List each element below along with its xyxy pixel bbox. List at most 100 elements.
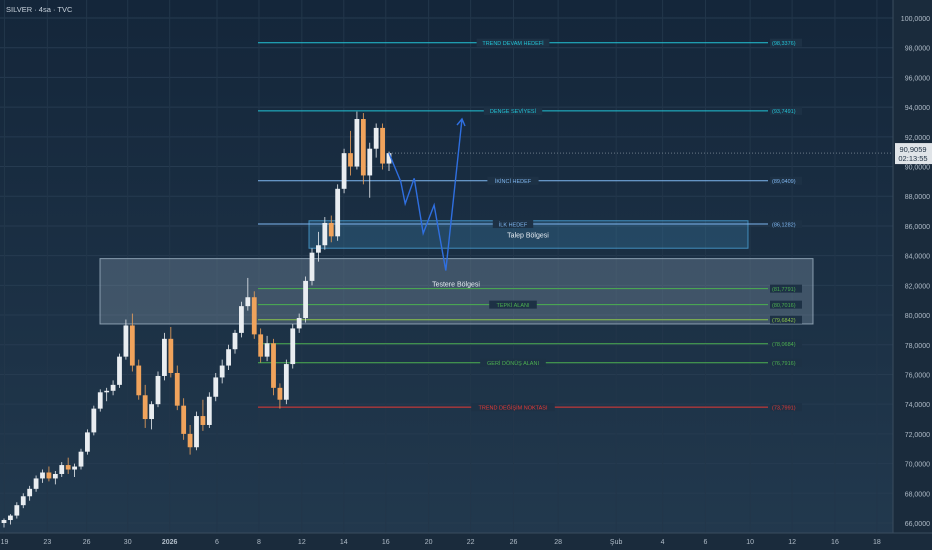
candle-body[interactable] [283,364,289,400]
candle-body[interactable] [373,127,379,149]
candle-body[interactable] [264,343,270,357]
candle-body[interactable] [239,306,244,333]
candle-body[interactable] [129,325,135,366]
candle-body[interactable] [290,328,296,365]
candle-body[interactable] [187,433,193,448]
x-tick-label: 12 [298,539,306,546]
candle-body[interactable] [40,472,45,479]
candle-body[interactable] [303,280,308,319]
x-tick-label: 10 [746,539,754,546]
x-tick-label: 26 [510,539,518,546]
candle-body[interactable] [78,451,84,467]
candle-body[interactable] [162,338,167,376]
zone-label: Testere Bölgesi [432,281,480,288]
x-tick-label: 6 [704,539,708,546]
candle-body[interactable] [380,127,385,164]
x-tick-label: 2026 [162,539,178,546]
candle-body[interactable] [155,375,161,405]
symbol-title: SILVER · 4sa · TVC [6,5,73,14]
candle-body[interactable] [46,472,52,479]
grid-lines [0,0,893,533]
price-axis[interactable] [893,0,932,533]
candle-body[interactable] [354,119,360,167]
time-axis[interactable] [0,533,932,550]
candle-body[interactable] [341,153,347,189]
candle-body[interactable] [367,148,373,176]
candle-body[interactable] [200,416,206,425]
candle-body[interactable] [322,222,328,246]
candle-body[interactable] [386,153,392,164]
level-name-bg [480,358,546,367]
candle-body[interactable] [245,297,251,307]
candle-body[interactable] [142,395,148,420]
candle-body[interactable] [136,365,142,396]
candle-body[interactable] [348,153,353,167]
level-name: DENGE SEVİYESİ [490,108,537,115]
candle-body[interactable] [360,119,366,176]
level-name-bg [492,220,534,229]
candle-body[interactable] [194,416,199,448]
candle-body[interactable] [335,188,341,237]
candle-body[interactable] [97,392,103,409]
candle-body[interactable] [328,222,334,237]
level-value: (81,7791) [772,287,796,293]
level-value: (89,0409) [772,179,796,185]
candle-body[interactable] [33,478,39,489]
candle-body[interactable] [110,384,116,391]
x-tick-label: 20 [425,539,433,546]
level-name: TEPKİ ALANI [496,302,529,309]
y-tick-label: 72,0000 [905,432,930,439]
candle-body[interactable] [123,325,129,357]
candle-body[interactable] [251,297,257,335]
candle-body[interactable] [149,404,154,420]
candle-body[interactable] [104,390,110,393]
candle-body[interactable] [72,466,77,470]
candle-body[interactable] [8,515,13,521]
candle-body[interactable] [213,377,219,397]
candle-body[interactable] [219,365,225,378]
candle-body[interactable] [232,332,238,350]
zone-box[interactable] [99,258,814,325]
level-value-bg [770,220,802,229]
y-tick-label: 76,0000 [905,372,930,379]
level-value-bg [770,176,802,185]
level-name-bg [483,106,543,115]
candle-body[interactable] [20,496,26,506]
candle-body[interactable] [27,488,33,497]
y-tick-label: 100,0000 [901,16,930,23]
candle-body[interactable] [181,405,187,434]
level-name-bg [487,176,539,185]
candle-body[interactable] [85,432,90,452]
candle-body[interactable] [1,520,7,523]
candle-body[interactable] [258,334,264,357]
candle-body[interactable] [316,245,321,253]
candles-layer[interactable] [1,111,392,528]
candle-body[interactable] [168,338,174,373]
candle-body[interactable] [271,343,276,388]
y-tick-label: 88,0000 [905,194,930,201]
candle-body[interactable] [14,505,20,516]
candle-body[interactable] [59,465,65,474]
level-name: İLK HEDEF [499,221,528,228]
candle-body[interactable] [309,252,315,281]
candle-body[interactable] [226,349,231,366]
level-name: İKİNCİ HEDEF [495,178,532,185]
candle-body[interactable] [65,465,71,470]
level-value-bg [770,38,802,47]
candle-body[interactable] [174,372,180,406]
y-tick-label: 98,0000 [905,46,930,53]
y-tick-label: 84,0000 [905,254,930,261]
y-tick-label: 92,0000 [905,135,930,142]
candle-body[interactable] [117,356,122,385]
level-value-bg [770,284,802,293]
candle-body[interactable] [296,318,302,329]
x-tick-label: 6 [215,539,219,546]
candle-body[interactable] [91,408,97,433]
candle-body[interactable] [277,387,283,400]
candle-body[interactable] [52,473,58,479]
y-tick-label: 94,0000 [905,105,930,112]
candle-body[interactable] [206,396,212,425]
y-tick-label: 74,0000 [905,402,930,409]
x-tick-label: 26 [83,539,91,546]
